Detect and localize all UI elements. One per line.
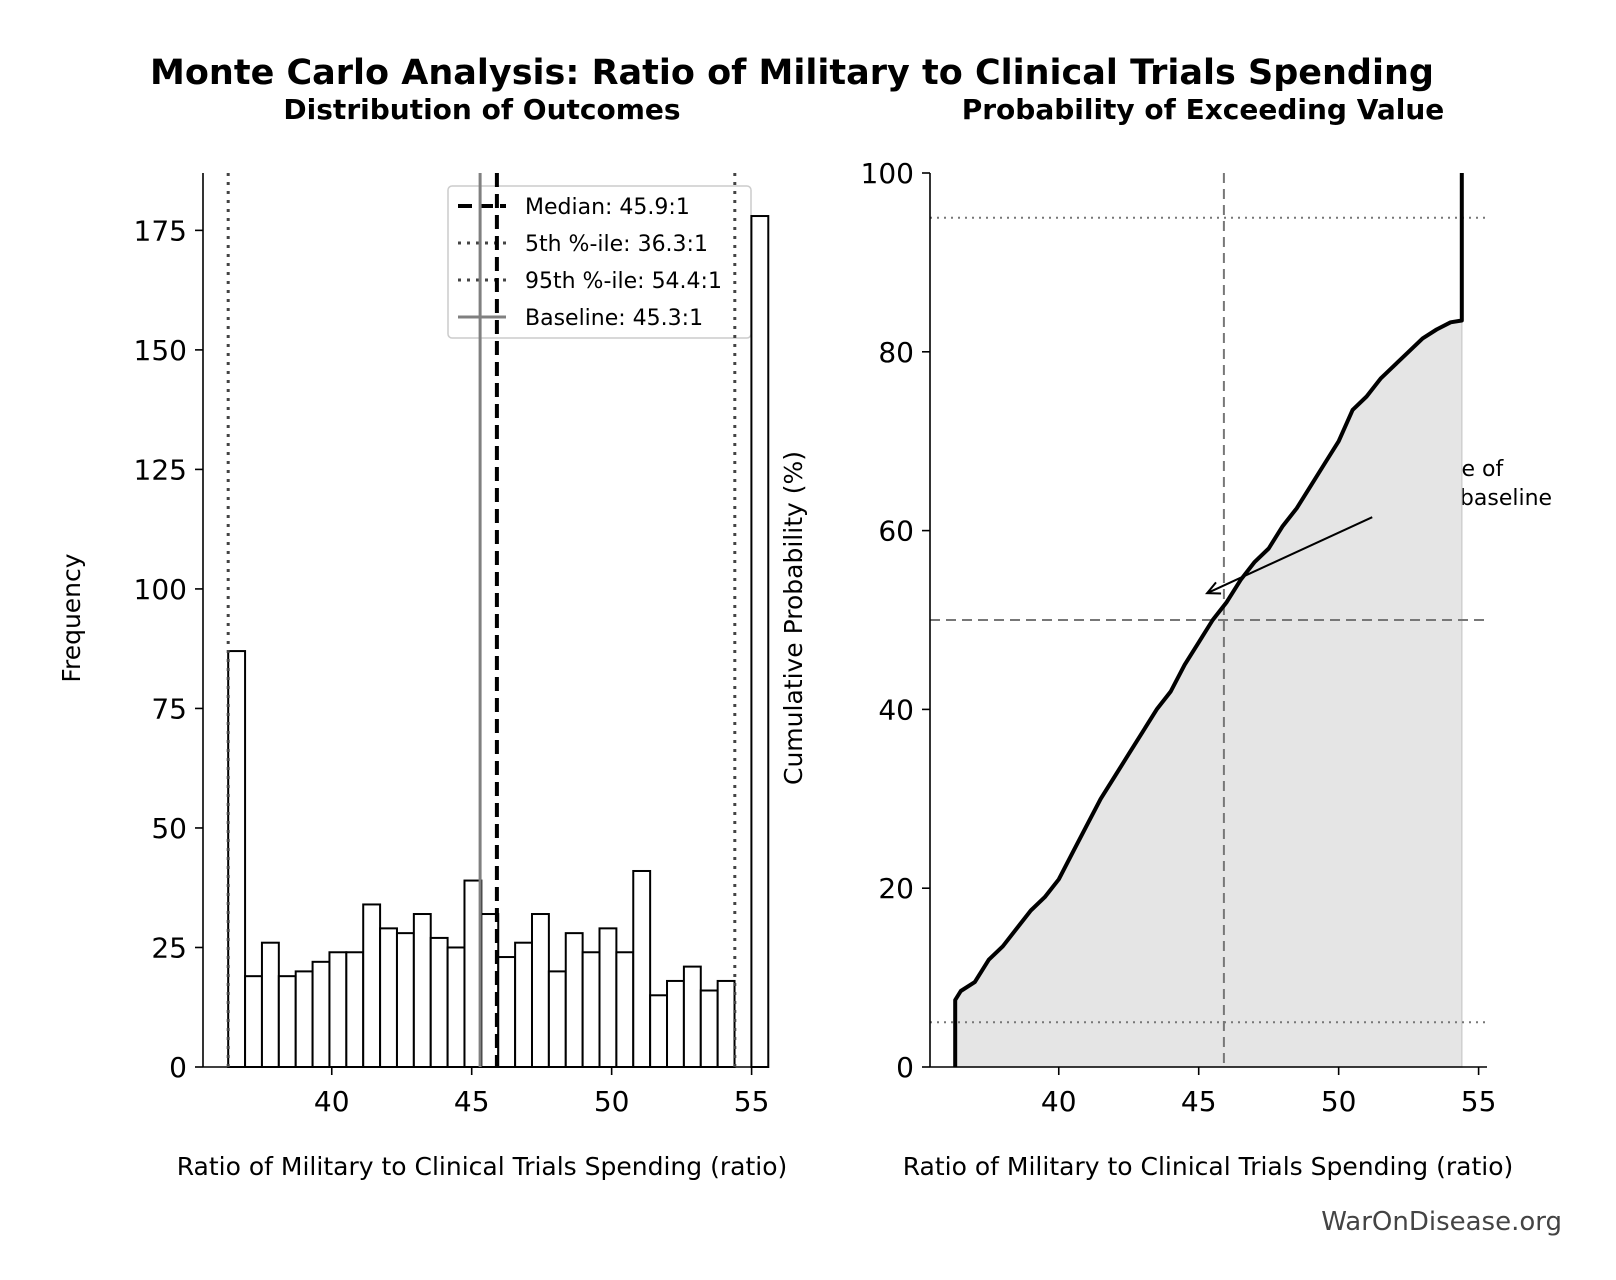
histogram-bar [412, 913, 432, 1069]
cdf-y-axis-label: Cumulative Probability (%) [779, 451, 808, 785]
histogram-bar [260, 941, 280, 1069]
histogram-y-tick-label: 50 [151, 812, 187, 845]
cdf-title: Probability of Exceeding Value [962, 93, 1445, 126]
histogram-bar [564, 932, 584, 1068]
histogram-bar [699, 989, 719, 1068]
histogram-title: Distribution of Outcomes [283, 93, 680, 126]
watermark: WarOnDisease.org [1321, 1207, 1562, 1237]
histogram-bar [379, 927, 398, 1068]
histogram-bar [649, 994, 669, 1068]
histogram-x-tick-label: 45 [454, 1085, 490, 1118]
histogram-bar [345, 951, 365, 1068]
histogram-x-tick-label: 55 [734, 1085, 770, 1118]
figure-title: Monte Carlo Analysis: Ratio of Military … [150, 53, 1434, 93]
cdf-x-tick-label: 55 [1461, 1085, 1497, 1118]
histogram-bar [362, 903, 382, 1068]
histogram-bar [581, 951, 601, 1068]
histogram-y-tick-label: 75 [151, 692, 187, 725]
histogram-legend-label: 5th %-ile: 36.3:1 [525, 232, 708, 257]
histogram-y-tick-label: 100 [134, 573, 187, 606]
cdf-y-tick-label: 20 [878, 872, 914, 905]
histogram-y-tick-label: 25 [151, 931, 187, 964]
cdf-x-tick-label: 45 [1181, 1085, 1217, 1118]
histogram-y-tick-label: 0 [169, 1051, 187, 1084]
histogram-bar [666, 979, 685, 1069]
cdf-curve [953, 173, 1464, 1067]
cdf-x-axis-label: Ratio of Military to Clinical Trials Spe… [903, 1152, 1514, 1181]
histogram-x-axis-label: Ratio of Military to Clinical Trials Spe… [177, 1152, 788, 1181]
histogram-bar [682, 965, 702, 1068]
histogram-bar [446, 946, 466, 1068]
histogram-bar [615, 951, 635, 1068]
histogram-panel: Distribution of Outcomes Frequency Ratio… [57, 93, 787, 1181]
histogram-bar [530, 913, 550, 1069]
cdf-y-tick-label: 80 [878, 336, 914, 369]
histogram-bar [328, 951, 348, 1068]
cdf-annotation-arrowhead [1205, 581, 1222, 595]
histogram-bar [311, 960, 331, 1069]
histogram-bar [547, 970, 567, 1068]
histogram-bar [514, 941, 533, 1069]
histogram-x-tick-label: 50 [594, 1085, 630, 1118]
histogram-bar [277, 975, 297, 1068]
histogram-bar [227, 650, 247, 1069]
histogram-y-tick-label: 150 [134, 334, 187, 367]
cdf-area-fill [954, 319, 1463, 1068]
cdf-panel: Probability of Exceeding Value Cumulativ… [779, 93, 1552, 1181]
histogram-bar [598, 927, 618, 1068]
histogram-x-tick-label: 40 [314, 1085, 350, 1118]
histogram-bar [716, 979, 736, 1069]
histogram-legend: Median: 45.9:1 5th %-ile: 36.3:1 95th %-il… [447, 185, 752, 339]
histogram-y-tick-label: 175 [134, 214, 187, 247]
histogram-bar [244, 975, 263, 1068]
histogram-y-axis-label: Frequency [57, 553, 86, 682]
histogram-bar [294, 970, 314, 1068]
histogram-legend-label: Baseline: 45.3:1 [525, 306, 703, 331]
histogram-y-tick-label: 125 [134, 453, 187, 486]
cdf-x-tick-label: 50 [1321, 1085, 1357, 1118]
cdf-x-tick-label: 40 [1041, 1085, 1077, 1118]
histogram-bar [429, 936, 449, 1069]
histogram-legend-label: Median: 45.9:1 [525, 195, 690, 220]
cdf-y-tick-label: 40 [878, 693, 914, 726]
cdf-y-tick-label: 60 [878, 515, 914, 548]
histogram-legend-label: 95th %-ile: 54.4:1 [525, 269, 722, 294]
cdf-y-tick-label: 0 [896, 1051, 914, 1084]
cdf-annotation-arrow [1206, 516, 1373, 595]
histogram-bar [632, 869, 652, 1069]
cdf-y-tick-label: 100 [861, 157, 914, 190]
histogram-bar [497, 956, 517, 1069]
histogram-bar [750, 215, 770, 1068]
histogram-bar [395, 932, 415, 1068]
